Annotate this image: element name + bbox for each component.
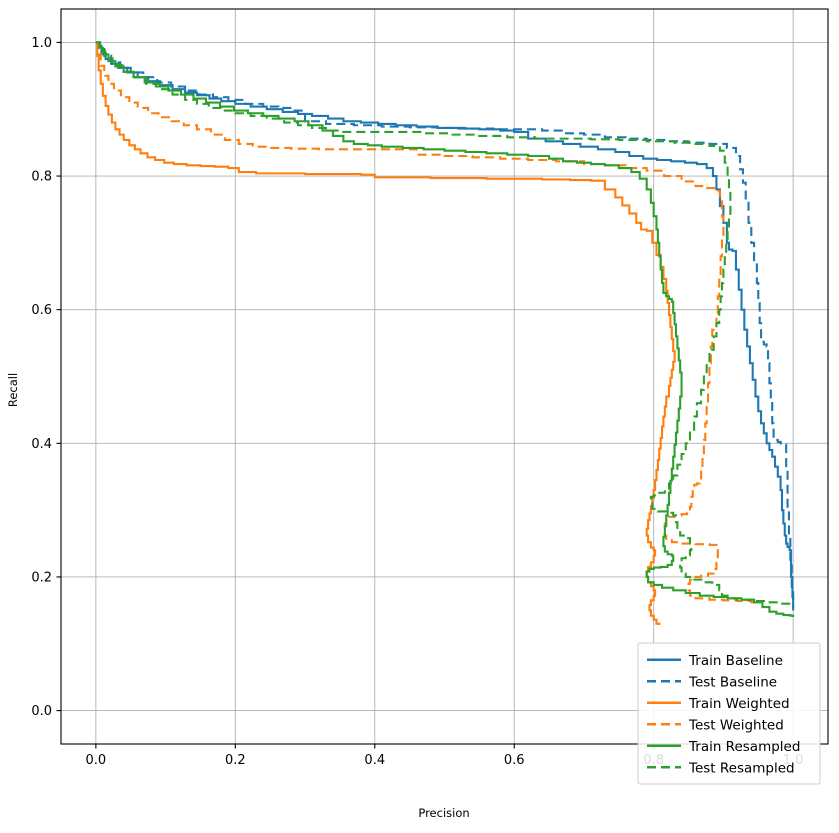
series-layer	[95, 41, 795, 626]
series-test-weighted	[95, 41, 760, 604]
ytick-label-0.0: 0.0	[31, 704, 52, 719]
series-train-baseline	[95, 41, 795, 611]
series-train-resampled	[95, 41, 795, 618]
xtick-label-0.2: 0.2	[225, 753, 246, 768]
ytick-label-0.6: 0.6	[31, 303, 52, 318]
xtick-label-0.6: 0.6	[504, 753, 525, 768]
plot-frame	[60, 8, 829, 745]
xtick-label-0.0: 0.0	[86, 753, 107, 768]
legend-label-train-resampled: Train Resampled	[688, 739, 800, 755]
series-test-baseline	[95, 41, 795, 608]
series-train-weighted	[95, 41, 676, 626]
xtick-label-0.4: 0.4	[364, 753, 385, 768]
ytick-label-0.8: 0.8	[31, 170, 52, 185]
axes-spines	[60, 8, 829, 745]
chart-legend[interactable]: Train Baseline Test Baseline Train Weighte…	[637, 642, 821, 785]
legend-label-train-baseline: Train Baseline	[688, 653, 783, 669]
legend-label-train-weighted: Train Weighted	[688, 696, 790, 712]
ytick-label-1.0: 1.0	[31, 36, 52, 51]
y-axis-title: Recall	[6, 373, 20, 407]
series-test-resampled	[95, 41, 795, 606]
legend-label-test-baseline: Test Baseline	[688, 674, 777, 690]
legend-label-test-weighted: Test Weighted	[688, 717, 784, 733]
grid-layer	[61, 9, 828, 744]
legend-box	[637, 642, 821, 785]
x-axis-title: Precision	[418, 806, 469, 820]
legend-label-test-resampled: Test Resampled	[688, 760, 795, 776]
ytick-label-0.2: 0.2	[31, 570, 52, 585]
ytick-label-0.4: 0.4	[31, 437, 52, 452]
